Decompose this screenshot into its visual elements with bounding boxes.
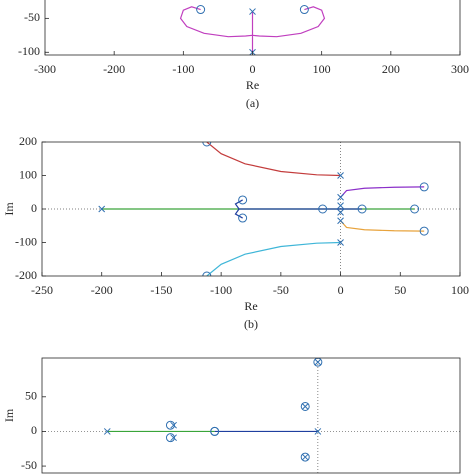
zero-marker: [165, 420, 175, 430]
locus-branch: [206, 142, 341, 177]
zero-marker: [419, 226, 429, 236]
y-tick-label: -50: [21, 458, 37, 472]
x-tick-label: 100: [451, 283, 469, 297]
pole-marker: [170, 434, 177, 442]
x-tick-label: -250: [31, 283, 53, 297]
x-axis-label: Re: [244, 299, 257, 313]
pole-marker: [314, 428, 322, 435]
pole-marker: [103, 428, 111, 435]
pole-marker: [337, 202, 344, 210]
y-tick-label: -100: [18, 44, 40, 58]
zero-marker: [300, 452, 310, 462]
zero-marker: [410, 204, 420, 214]
x-tick-label: 0: [250, 62, 256, 76]
zero-marker: [210, 426, 220, 436]
pole-marker: [337, 217, 344, 225]
zero-marker: [165, 433, 175, 443]
x-tick-label: 50: [394, 283, 406, 297]
plot-area: [42, 142, 460, 276]
x-tick-label: 0: [338, 283, 344, 297]
y-axis-label: Im: [2, 202, 16, 216]
y-axis-label: Im: [2, 408, 16, 422]
zero-marker: [196, 5, 206, 15]
pole-marker: [337, 193, 344, 201]
x-axis-label: Re: [246, 78, 259, 92]
zero-marker: [419, 182, 429, 192]
y-tick-label: 100: [19, 167, 37, 181]
caption: (a): [246, 96, 259, 110]
pole-marker: [249, 8, 256, 15]
pole-marker: [314, 358, 322, 366]
pole-marker: [301, 453, 309, 461]
x-tick-label: 200: [382, 62, 400, 76]
x-tick-label: -100: [172, 62, 194, 76]
zero-marker: [318, 204, 328, 214]
pole-marker: [337, 172, 344, 179]
y-tick-label: -50: [24, 10, 40, 24]
zero-marker: [238, 195, 248, 205]
x-tick-label: -300: [34, 62, 56, 76]
x-tick-label: -200: [103, 62, 125, 76]
plot-area: [42, 358, 460, 473]
x-tick-label: -100: [210, 283, 232, 297]
axes-box: [41, 357, 461, 474]
pole-marker: [337, 208, 344, 216]
zero-marker: [300, 401, 310, 411]
pole-marker: [98, 205, 106, 213]
x-tick-label: 300: [451, 62, 469, 76]
zero-marker: [202, 142, 212, 147]
y-tick-label: -100: [15, 234, 37, 248]
zero-marker: [202, 271, 212, 276]
locus-branch: [340, 186, 425, 198]
pole-marker: [337, 239, 344, 246]
x-tick-label: 100: [313, 62, 331, 76]
caption: (b): [244, 317, 258, 331]
x-tick-label: -150: [150, 283, 172, 297]
pole-marker: [301, 403, 309, 410]
x-tick-label: -50: [273, 283, 289, 297]
zero-marker: [299, 5, 309, 15]
zero-marker: [238, 213, 248, 223]
y-tick-label: 0: [31, 201, 37, 215]
zero-marker: [357, 204, 367, 214]
x-tick-label: -200: [91, 283, 113, 297]
locus-branch: [206, 241, 341, 276]
locus-branch: [340, 220, 425, 232]
pole-marker: [170, 421, 177, 429]
plot-area: [179, 5, 326, 55]
y-tick-label: 200: [19, 134, 37, 148]
y-tick-label: 50: [25, 389, 37, 403]
y-tick-label: 0: [31, 423, 37, 437]
y-tick-label: -200: [15, 268, 37, 282]
